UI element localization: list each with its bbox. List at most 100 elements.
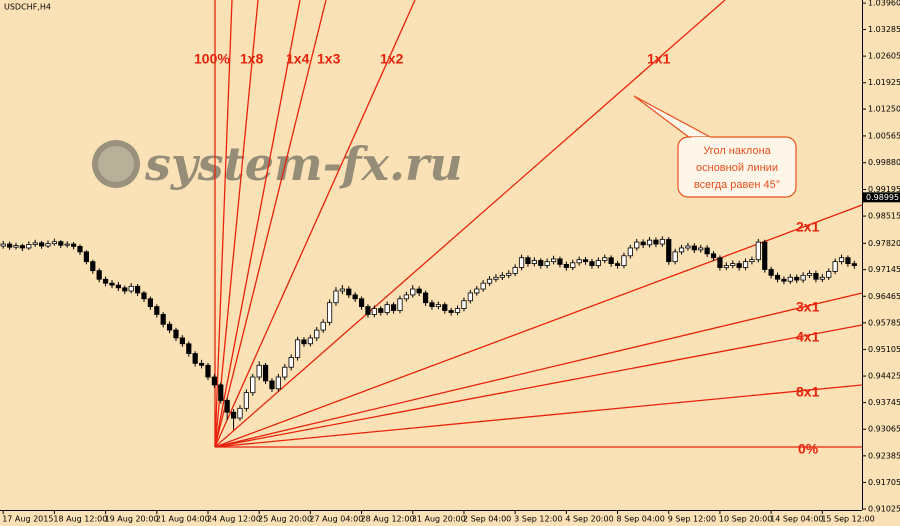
candle-body [518, 257, 525, 268]
candle-body [480, 282, 486, 290]
gann-fan: 100% 1x8 1x4 1x3 1x2 1x1 2x1 3x1 4x1 8x1… [194, 0, 863, 457]
x-tick-label: 9 Sep 12:00 [668, 515, 716, 524]
candle-body [333, 290, 339, 304]
fan-label: 1x1 [647, 51, 671, 67]
x-tick-label: 27 Aug 04:00 [309, 515, 363, 524]
x-tick-label: 10 Sep 20:00 [719, 515, 772, 524]
candle-body [186, 343, 192, 354]
x-tick-label: 2 Sep 04:00 [463, 515, 511, 524]
current-price-label: 0.98995 [866, 193, 899, 202]
candle-body [294, 339, 301, 358]
candle-body [224, 400, 230, 413]
candle-body [288, 357, 294, 368]
x-tick-label: 15 Sep 12:00 [821, 515, 874, 524]
candle-body [819, 276, 825, 280]
x-tick-label: 24 Aug 12:00 [207, 515, 261, 524]
candle-body [38, 242, 45, 247]
candle-body [403, 294, 409, 300]
fan-label: 3x1 [796, 299, 820, 315]
y-tick-label: 0.97145 [868, 265, 900, 274]
y-tick-label: 0.98515 [868, 212, 900, 221]
candle-body [563, 263, 569, 268]
candle-body [378, 308, 384, 313]
x-tick-label: 31 Aug 20:00 [412, 515, 466, 524]
candle-body [666, 238, 672, 263]
candle-body [762, 241, 768, 270]
candle-body [0, 243, 6, 247]
candle-body [301, 339, 307, 345]
candle-body [838, 257, 845, 263]
candle-body [83, 251, 89, 263]
fan-line [214, 324, 863, 448]
candle-body [691, 245, 697, 251]
candle-body [602, 257, 608, 261]
candle-body [429, 302, 435, 308]
candle-body [787, 276, 793, 282]
candle-body [122, 287, 128, 292]
candle-body [390, 304, 397, 311]
fan-label: 1x8 [240, 51, 264, 67]
fan-line [214, 384, 863, 448]
candle-body [352, 294, 358, 300]
candle-body [570, 262, 576, 268]
candle-body [51, 241, 57, 245]
candle-body [435, 304, 441, 308]
fan-label: 2x1 [796, 219, 820, 235]
candle-body [499, 274, 505, 278]
fan-label: 1x2 [380, 51, 404, 67]
annotation-line: всегда равен 45° [694, 179, 780, 191]
candle-body [58, 241, 64, 246]
fan-line [214, 204, 863, 448]
candle-body [314, 329, 320, 339]
candle-body [672, 251, 678, 263]
candle-body [544, 261, 550, 266]
candle-body [269, 380, 275, 390]
candle-body [474, 288, 480, 294]
candle-body [115, 284, 121, 289]
candle-body [768, 269, 774, 276]
candle-body [832, 261, 838, 272]
candle-body [685, 245, 691, 249]
candle-body [166, 323, 173, 331]
candle-body [525, 257, 531, 265]
fan-label: 1x4 [286, 51, 310, 67]
x-tick-label: 8 Sep 04:00 [617, 515, 665, 524]
candle-body [346, 288, 352, 296]
y-tick-label: 0.95785 [868, 318, 900, 327]
y-tick-label: 0.99880 [868, 158, 900, 167]
watermark: system-fx.ru [92, 137, 463, 191]
candle-body [851, 263, 857, 266]
candle-body [531, 260, 537, 265]
candle-body [794, 276, 800, 281]
candle-body [736, 263, 742, 268]
candle-body [250, 376, 256, 394]
candle-body [198, 362, 205, 366]
y-tick-label: 0.93065 [868, 425, 900, 434]
candle-body [512, 267, 518, 274]
fan-label: 8x1 [796, 384, 820, 400]
candle-body [45, 243, 51, 247]
candle-body [326, 302, 333, 323]
candle-body [774, 274, 781, 280]
candle-body [218, 384, 224, 401]
candle-body [19, 245, 25, 249]
candle-body [64, 243, 70, 246]
fan-label: 1x3 [317, 51, 341, 67]
y-tick-label: 1.03960 [868, 0, 900, 8]
candle-body [634, 241, 640, 249]
candle-body [358, 298, 365, 308]
x-tick-label: 3 Sep 12:00 [514, 515, 562, 524]
candle-body [627, 247, 633, 257]
fan-line [214, 0, 301, 448]
current-price-box [863, 192, 900, 203]
y-tick-label: 0.92385 [868, 451, 900, 460]
candle-body [307, 337, 313, 345]
candle-body [723, 265, 729, 268]
candle-body [192, 353, 198, 364]
fan-line [214, 292, 863, 448]
candle-body [710, 253, 717, 259]
annotation-line: основной линии [696, 162, 778, 174]
fan-line [214, 0, 726, 448]
candle-body [813, 272, 819, 280]
